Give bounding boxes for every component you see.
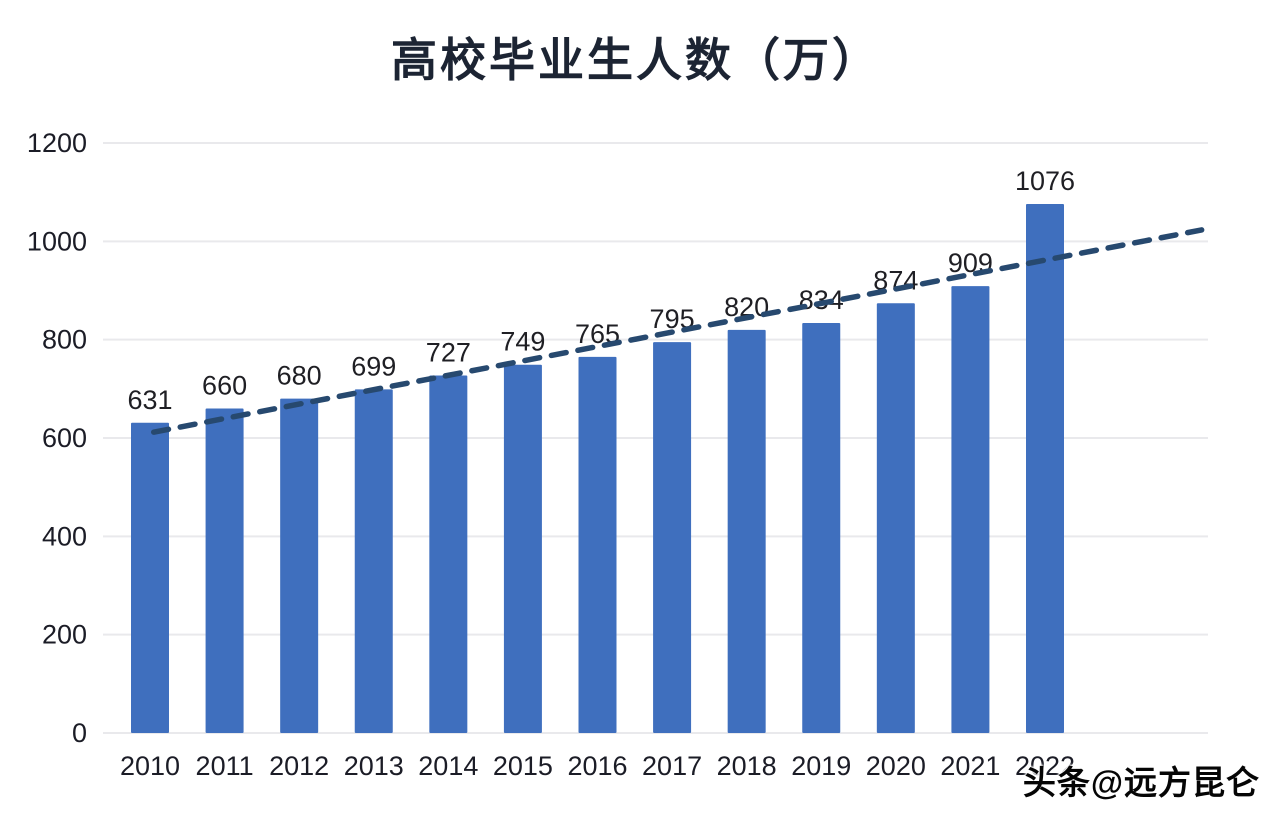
bar-2015	[503, 364, 542, 733]
bar-value-label: 660	[202, 371, 247, 401]
bar-value-label: 631	[127, 385, 172, 415]
y-tick-label: 600	[42, 423, 87, 453]
bar-2019	[802, 322, 841, 733]
bar-2018	[727, 329, 766, 733]
x-tick-label: 2015	[493, 751, 553, 781]
bar-value-label: 727	[426, 338, 471, 368]
bar-2017	[653, 342, 692, 733]
y-tick-label: 400	[42, 521, 87, 551]
y-tick-label: 0	[72, 718, 87, 748]
bars	[131, 203, 1064, 733]
chart-title: 高校毕业生人数（万）	[391, 34, 881, 86]
x-tick-label: 2018	[717, 751, 777, 781]
x-tick-label: 2013	[344, 751, 404, 781]
bar-2013	[354, 389, 393, 733]
bar-value-label: 1076	[1015, 166, 1075, 196]
x-tick-label: 2011	[196, 751, 254, 781]
bar-2012	[280, 398, 319, 733]
x-tick-label: 2012	[269, 751, 329, 781]
bar-2011	[205, 408, 244, 733]
x-tick-label: 2020	[866, 751, 926, 781]
bar-2010	[131, 422, 169, 733]
y-tick-label: 800	[42, 325, 87, 355]
x-tick-label: 2010	[120, 751, 180, 781]
bar-value-label: 834	[799, 285, 844, 315]
y-axis-tick-labels: 0 200 400 600 800 1000 1200	[27, 128, 87, 748]
x-tick-label: 2019	[791, 751, 851, 781]
bar-value-label: 749	[500, 327, 545, 357]
y-tick-label: 200	[42, 620, 87, 650]
bar-value-label: 699	[351, 351, 396, 381]
y-tick-label: 1200	[27, 128, 87, 158]
bar-2021	[951, 286, 990, 733]
x-tick-label: 2021	[940, 751, 1000, 781]
x-tick-label: 2016	[567, 751, 627, 781]
bar-value-label: 680	[277, 361, 322, 391]
trendline	[150, 227, 1205, 435]
x-tick-label: 2022	[1015, 751, 1075, 781]
bar-2014	[429, 375, 468, 733]
bar-2016	[578, 356, 617, 733]
bar-2020	[876, 303, 915, 733]
bar-2022	[1026, 203, 1064, 733]
x-tick-label: 2017	[642, 751, 702, 781]
watermark-text: 头条@远方昆仑	[1022, 764, 1260, 801]
y-tick-label: 1000	[27, 226, 87, 256]
x-tick-label: 2014	[418, 751, 478, 781]
x-axis-tick-labels: 2010 2011 2012 2013 2014 2015 2016 2017 2018 2019…	[120, 751, 1075, 781]
